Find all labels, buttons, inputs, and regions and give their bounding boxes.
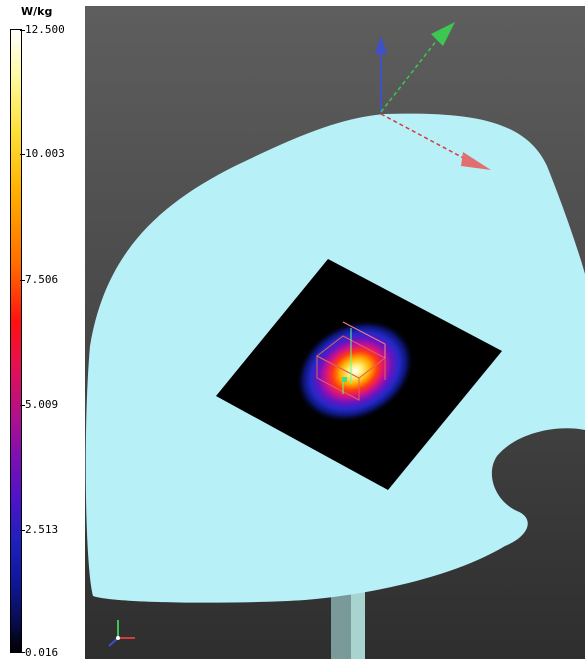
feed-point-marker (342, 377, 347, 382)
colorbar-tick-5: 2.513 (25, 523, 61, 536)
colorbar-gradient (10, 29, 22, 653)
colorbar-tick-max: 12.500 (25, 23, 67, 36)
colorbar-tick-mark (20, 30, 26, 31)
antenna-device-wireframe (316, 321, 386, 401)
3d-viewport[interactable] (85, 6, 585, 659)
colorbar-tick-mark (20, 280, 26, 281)
colorbar-tick-mark (20, 154, 26, 155)
colorbar-tick-mark (20, 530, 26, 531)
colorbar-unit-label: W/kg (21, 5, 53, 18)
colorbar-panel: W/kg 12.500 10.003 7.506 5.009 2.513 0.0… (0, 0, 82, 659)
colorbar-tick-3: 7.506 (25, 273, 61, 286)
colorbar-tick-mark (20, 405, 26, 406)
xyz-axes-icon[interactable] (375, 22, 491, 170)
phantom-mount-post-highlight (351, 592, 365, 659)
scene-canvas (85, 22, 585, 659)
colorbar-tick-mark (20, 652, 26, 653)
colorbar-tick-min: 0.016 (25, 646, 61, 659)
colorbar-tick-2: 10.003 (25, 147, 67, 160)
colorbar-tick-4: 5.009 (25, 398, 61, 411)
xyz-triad-icon[interactable] (108, 620, 135, 647)
